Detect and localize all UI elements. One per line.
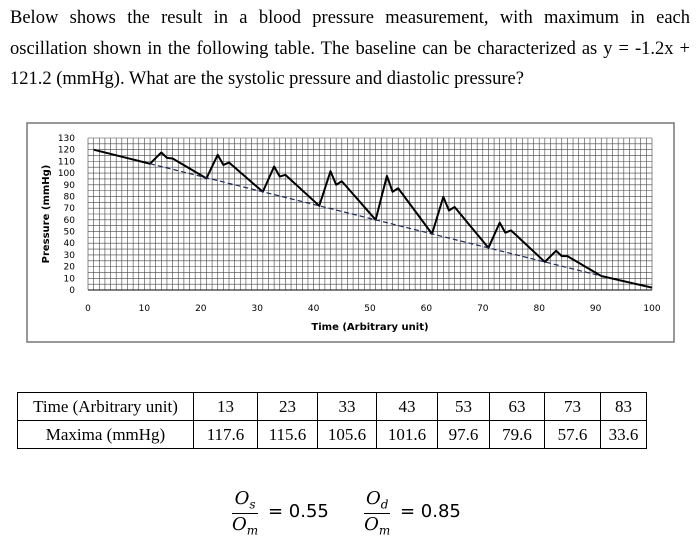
- y-axis-label: Pressure (mmHg): [41, 165, 52, 264]
- y-tick-label: 120: [58, 146, 75, 156]
- y-tick-label: 90: [64, 181, 76, 191]
- y-tick-label: 130: [58, 134, 75, 144]
- diastolic-ratio-value: = 0.85: [400, 501, 461, 522]
- maxima-cell: 33.6: [600, 420, 647, 449]
- table-row: Maxima (mmHg) 117.6 115.6 105.6 101.6 97.6 79.…: [17, 420, 647, 449]
- maxima-table: Time (Arbitrary unit) 13 23 33 43 53 63 73 83 Ma…: [17, 392, 647, 449]
- time-cell: 63: [489, 392, 545, 421]
- denominator-sub: m: [246, 523, 259, 538]
- numerator-sub: d: [380, 497, 389, 512]
- y-tick-label: 10: [64, 274, 76, 284]
- y-tick-label: 20: [64, 263, 76, 273]
- maxima-cell: 79.6: [489, 420, 545, 449]
- x-tick-label: 90: [590, 304, 602, 314]
- time-cell: 83: [600, 392, 647, 421]
- y-tick-label: 80: [64, 192, 76, 202]
- y-tick-label: 60: [64, 216, 76, 226]
- x-tick-label: 40: [308, 304, 320, 314]
- y-tick-label: 110: [58, 157, 75, 167]
- maxima-cell: 117.6: [193, 420, 258, 449]
- x-tick-label: 60: [421, 304, 433, 314]
- maxima-cell: 115.6: [257, 420, 318, 449]
- time-cell: 33: [317, 392, 377, 421]
- maxima-cell: 97.6: [437, 420, 490, 449]
- maxima-cell: 101.6: [376, 420, 438, 449]
- x-tick-label: 0: [85, 304, 91, 314]
- y-tick-label: 0: [69, 286, 75, 296]
- y-tick-label: 100: [58, 169, 75, 179]
- y-tick-label: 70: [64, 204, 76, 214]
- y-tick-label: 30: [64, 251, 76, 261]
- maxima-cell: 57.6: [544, 420, 601, 449]
- denominator: O: [364, 513, 379, 535]
- y-tick-label: 50: [64, 228, 76, 238]
- systolic-ratio-fraction: Os Om: [232, 488, 259, 538]
- numerator: O: [234, 488, 250, 509]
- systolic-ratio-value: = 0.55: [268, 501, 329, 522]
- time-cell: 43: [376, 392, 438, 421]
- x-axis-label: Time (Arbitrary unit): [311, 322, 428, 333]
- denominator-sub: m: [378, 523, 391, 538]
- diastolic-ratio-fraction: Od Om: [364, 488, 391, 538]
- numerator-sub: s: [249, 497, 256, 512]
- time-cell: 23: [257, 392, 318, 421]
- x-tick-label: 50: [364, 304, 376, 314]
- x-tick-label: 70: [477, 304, 489, 314]
- baseline-line: [149, 163, 602, 277]
- x-tick-label: 30: [251, 304, 263, 314]
- row-header: Maxima (mmHg): [17, 420, 194, 449]
- question-text: Below shows the result in a blood pressu…: [10, 8, 690, 89]
- denominator: O: [232, 513, 247, 535]
- time-cell: 53: [437, 392, 490, 421]
- x-tick-label: 20: [195, 304, 207, 314]
- x-tick-label: 10: [139, 304, 151, 314]
- table-row: Time (Arbitrary unit) 13 23 33 43 53 63 73 83: [17, 392, 647, 421]
- numerator: O: [366, 488, 381, 509]
- row-header: Time (Arbitrary unit): [17, 392, 194, 421]
- x-tick-label: 80: [533, 304, 545, 314]
- x-tick-label: 100: [643, 304, 660, 314]
- y-tick-label: 40: [64, 239, 76, 249]
- chart-frame: [26, 122, 675, 343]
- time-cell: 13: [193, 392, 258, 421]
- time-cell: 73: [544, 392, 601, 421]
- maxima-cell: 105.6: [317, 420, 377, 449]
